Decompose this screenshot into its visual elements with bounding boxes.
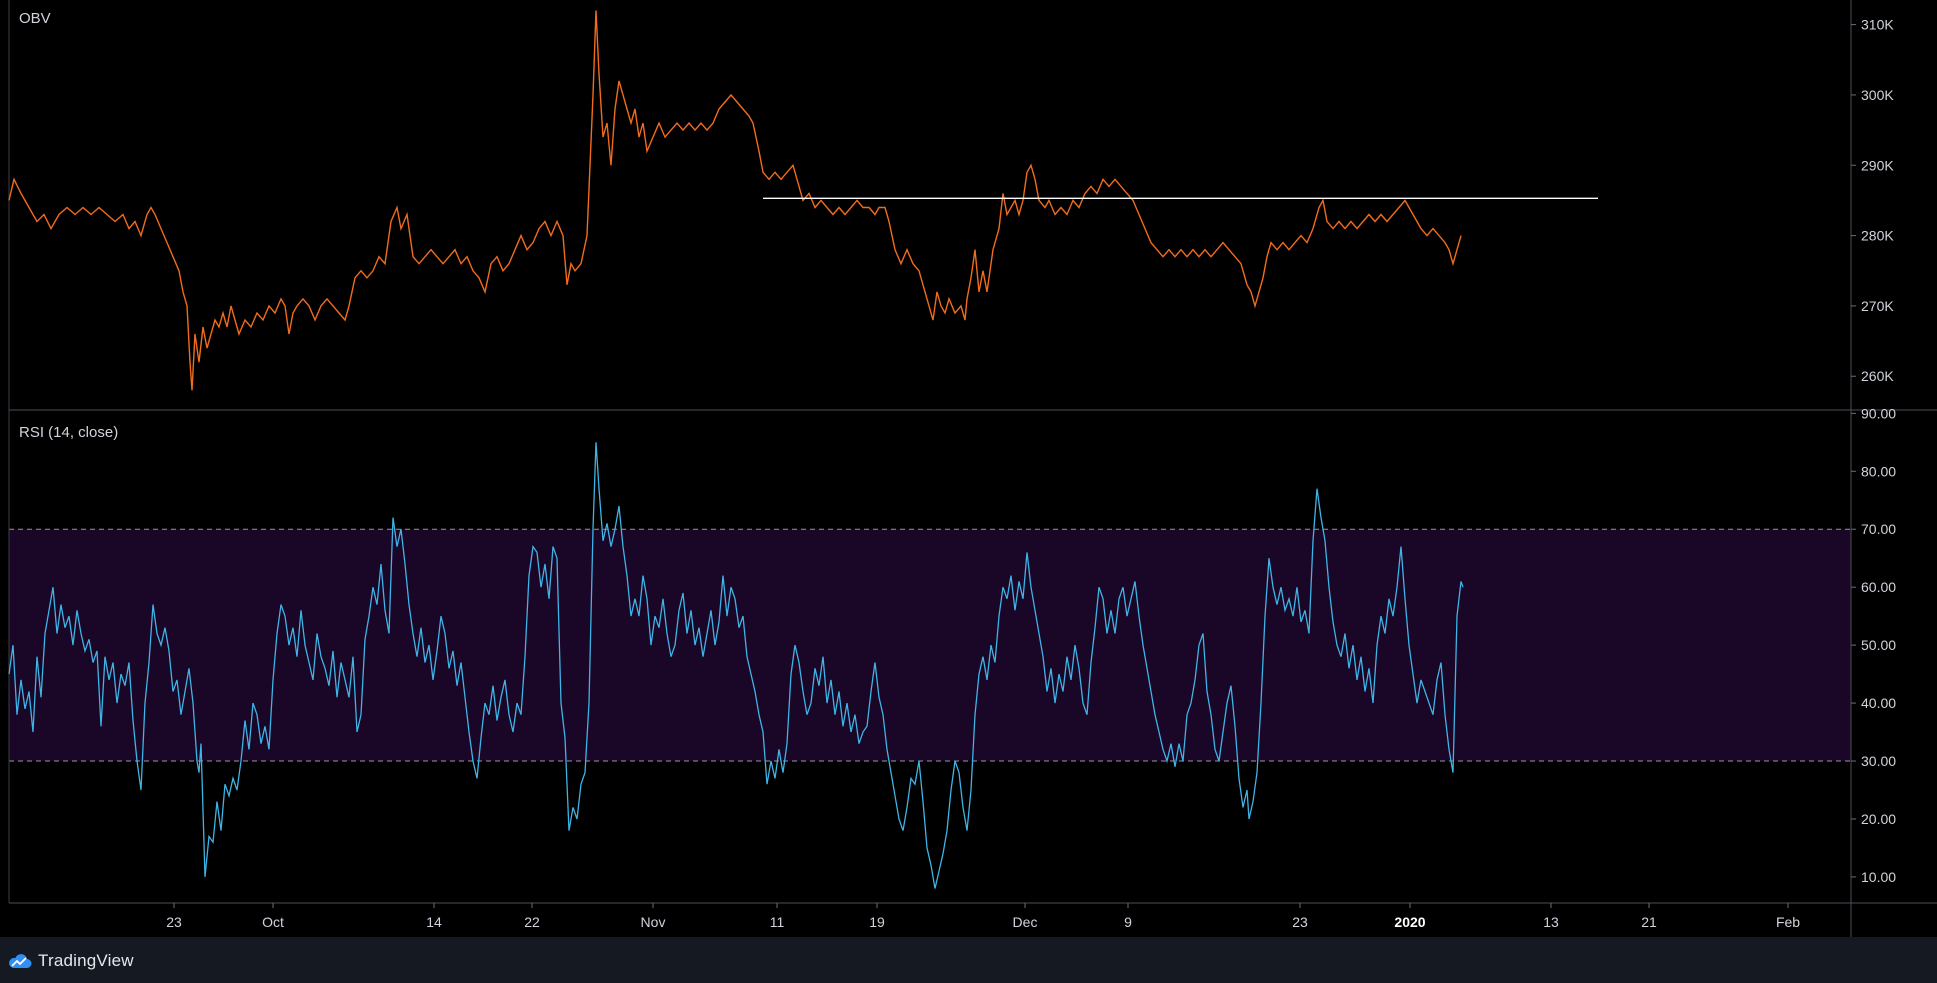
rsi-axis-label: 50.00	[1861, 637, 1896, 653]
rsi-price-axis[interactable]: 90.00 80.00 70.00 60.00 50.00 40.00 30.00 20.00…	[1851, 405, 1896, 885]
time-axis-label: 9	[1124, 914, 1132, 930]
time-axis-label: 23	[166, 914, 182, 930]
time-axis[interactable]: 23 Oct 14 22 Nov 11 19 Dec 9 23 2020 13 21 Feb	[166, 903, 1800, 930]
obv-axis-label: 290K	[1861, 157, 1894, 173]
rsi-band-fill	[9, 529, 1851, 762]
rsi-axis-label: 80.00	[1861, 463, 1896, 479]
obv-axis-label: 260K	[1861, 368, 1894, 384]
time-axis-label: 23	[1292, 914, 1308, 930]
time-axis-label: 13	[1543, 914, 1559, 930]
obv-axis-label: 280K	[1861, 228, 1894, 244]
time-axis-label: Feb	[1776, 914, 1800, 930]
rsi-pane[interactable]: RSI (14, close)	[8, 424, 1464, 889]
obv-pane[interactable]: OBV	[8, 10, 1598, 391]
obv-pane-title: OBV	[19, 10, 51, 27]
time-axis-label: 2020	[1394, 914, 1425, 930]
time-axis-label: 21	[1641, 914, 1657, 930]
obv-axis-label: 300K	[1861, 87, 1894, 103]
time-axis-label: 22	[524, 914, 540, 930]
rsi-axis-label: 10.00	[1861, 869, 1896, 885]
rsi-axis-label: 60.00	[1861, 579, 1896, 595]
obv-series-line	[8, 10, 1462, 391]
time-axis-label: 11	[770, 914, 785, 930]
time-axis-label: 14	[426, 914, 442, 930]
rsi-axis-label: 30.00	[1861, 753, 1896, 769]
rsi-axis-label: 90.00	[1861, 405, 1896, 421]
time-axis-label: 19	[869, 914, 885, 930]
time-axis-label: Nov	[641, 914, 666, 930]
time-axis-label: Oct	[262, 914, 284, 930]
time-axis-label: Dec	[1013, 914, 1038, 930]
rsi-axis-label: 70.00	[1861, 521, 1896, 537]
brand-name: TradingView	[38, 951, 134, 970]
tradingview-brand[interactable]: TradingView	[8, 950, 134, 972]
footer-bar	[0, 937, 1937, 983]
rsi-axis-label: 20.00	[1861, 811, 1896, 827]
obv-axis-label: 270K	[1861, 298, 1894, 314]
rsi-series-line	[8, 442, 1464, 889]
rsi-pane-title: RSI (14, close)	[19, 424, 118, 441]
tradingview-cloud-icon	[9, 954, 32, 968]
rsi-axis-label: 40.00	[1861, 695, 1896, 711]
obv-axis-label: 310K	[1861, 17, 1894, 33]
obv-price-axis[interactable]: 310K 300K 290K 280K 270K 260K	[1851, 17, 1894, 385]
